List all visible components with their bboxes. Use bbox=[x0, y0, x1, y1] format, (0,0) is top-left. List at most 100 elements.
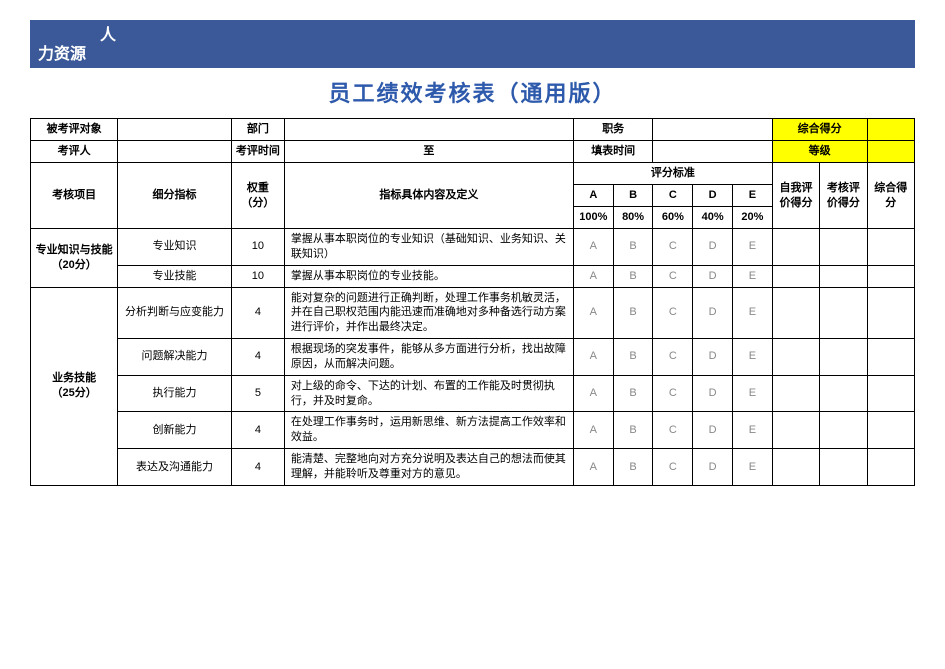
hdr-desc: 指标具体内容及定义 bbox=[284, 163, 573, 229]
grade-cell-d[interactable]: D bbox=[693, 339, 733, 376]
hdr-pct-a: 100% bbox=[573, 207, 613, 229]
grade-cell-c[interactable]: C bbox=[653, 412, 693, 449]
value-grade[interactable] bbox=[867, 141, 914, 163]
xf-cell: 分析判断与应变能力 bbox=[118, 287, 232, 339]
hdr-grade-e: E bbox=[733, 185, 773, 207]
grade-cell-d[interactable]: D bbox=[693, 375, 733, 412]
label-zh-score: 综合得分 bbox=[772, 119, 867, 141]
hdr-grade-a: A bbox=[573, 185, 613, 207]
hdr-grade-d: D bbox=[693, 185, 733, 207]
xf-cell: 创新能力 bbox=[118, 412, 232, 449]
desc-cell: 根据现场的突发事件，能够从多方面进行分析，找出故障原因，从而解决问题。 bbox=[284, 339, 573, 376]
ks-score-cell[interactable] bbox=[820, 229, 867, 266]
hdr-pct-c: 60% bbox=[653, 207, 693, 229]
zh-score-cell[interactable] bbox=[867, 229, 914, 266]
self-score-cell[interactable] bbox=[772, 339, 819, 376]
section-label: 业务技能 （25分） bbox=[31, 287, 118, 485]
value-target[interactable] bbox=[118, 119, 232, 141]
hdr-pct-b: 80% bbox=[613, 207, 653, 229]
grade-cell-b[interactable]: B bbox=[613, 339, 653, 376]
self-score-cell[interactable] bbox=[772, 287, 819, 339]
value-dept[interactable] bbox=[284, 119, 573, 141]
hdr-xf: 细分指标 bbox=[118, 163, 232, 229]
hdr-pct-e: 20% bbox=[733, 207, 773, 229]
grade-cell-b[interactable]: B bbox=[613, 287, 653, 339]
self-score-cell[interactable] bbox=[772, 265, 819, 287]
table-row: 专业知识与技能 （20分） 专业知识 10 掌握从事本职岗位的专业知识（基础知识… bbox=[31, 229, 915, 266]
grade-cell-b[interactable]: B bbox=[613, 375, 653, 412]
grade-cell-e[interactable]: E bbox=[733, 449, 773, 486]
ks-score-cell[interactable] bbox=[820, 265, 867, 287]
grade-cell-c[interactable]: C bbox=[653, 375, 693, 412]
label-reviewer: 考评人 bbox=[31, 141, 118, 163]
grade-cell-e[interactable]: E bbox=[733, 265, 773, 287]
zh-score-cell[interactable] bbox=[867, 375, 914, 412]
hdr-weight: 权重（分） bbox=[231, 163, 284, 229]
grade-cell-a[interactable]: A bbox=[573, 265, 613, 287]
grade-cell-e[interactable]: E bbox=[733, 339, 773, 376]
hdr-std: 评分标准 bbox=[573, 163, 772, 185]
ks-score-cell[interactable] bbox=[820, 412, 867, 449]
grade-cell-c[interactable]: C bbox=[653, 339, 693, 376]
grade-cell-a[interactable]: A bbox=[573, 375, 613, 412]
desc-cell: 掌握从事本职岗位的专业技能。 bbox=[284, 265, 573, 287]
desc-cell: 掌握从事本职岗位的专业知识（基础知识、业务知识、关联知识） bbox=[284, 229, 573, 266]
page-banner: 人 力资源 bbox=[30, 20, 915, 68]
grade-cell-e[interactable]: E bbox=[733, 287, 773, 339]
value-zh-score[interactable] bbox=[867, 119, 914, 141]
grade-cell-a[interactable]: A bbox=[573, 449, 613, 486]
value-fill-time[interactable] bbox=[653, 141, 772, 163]
zh-score-cell[interactable] bbox=[867, 449, 914, 486]
ks-score-cell[interactable] bbox=[820, 339, 867, 376]
page-title: 员工绩效考核表（通用版） bbox=[30, 76, 915, 108]
grade-cell-b[interactable]: B bbox=[613, 229, 653, 266]
grade-cell-a[interactable]: A bbox=[573, 287, 613, 339]
section-name: 专业知识与技能 bbox=[36, 244, 113, 256]
grade-cell-b[interactable]: B bbox=[613, 449, 653, 486]
table-row: 专业技能 10 掌握从事本职岗位的专业技能。 A B C D E bbox=[31, 265, 915, 287]
ks-score-cell[interactable] bbox=[820, 375, 867, 412]
section-score: （20分） bbox=[51, 259, 96, 271]
grade-cell-c[interactable]: C bbox=[653, 229, 693, 266]
section-score: （25分） bbox=[51, 387, 96, 399]
section-name: 业务技能 bbox=[52, 372, 96, 384]
zh-score-cell[interactable] bbox=[867, 339, 914, 376]
table-row: 业务技能 （25分） 分析判断与应变能力 4 能对复杂的问题进行正确判断，处理工… bbox=[31, 287, 915, 339]
table-row: 创新能力 4 在处理工作事务时，运用新思维、新方法提高工作效率和效益。 A B … bbox=[31, 412, 915, 449]
zh-score-cell[interactable] bbox=[867, 265, 914, 287]
zh-score-cell[interactable] bbox=[867, 287, 914, 339]
ks-score-cell[interactable] bbox=[820, 449, 867, 486]
xf-cell: 问题解决能力 bbox=[118, 339, 232, 376]
table-row: 问题解决能力 4 根据现场的突发事件，能够从多方面进行分析，找出故障原因，从而解… bbox=[31, 339, 915, 376]
banner-line-1: 人 bbox=[38, 26, 907, 45]
zh-score-cell[interactable] bbox=[867, 412, 914, 449]
label-grade: 等级 bbox=[772, 141, 867, 163]
grade-cell-e[interactable]: E bbox=[733, 412, 773, 449]
grade-cell-e[interactable]: E bbox=[733, 229, 773, 266]
grade-cell-a[interactable]: A bbox=[573, 412, 613, 449]
grade-cell-a[interactable]: A bbox=[573, 229, 613, 266]
grade-cell-d[interactable]: D bbox=[693, 412, 733, 449]
hdr-zh: 综合得分 bbox=[867, 163, 914, 229]
desc-cell: 对上级的命令、下达的计划、布置的工作能及时贯彻执行，并及时复命。 bbox=[284, 375, 573, 412]
grade-cell-e[interactable]: E bbox=[733, 375, 773, 412]
self-score-cell[interactable] bbox=[772, 449, 819, 486]
grade-cell-a[interactable]: A bbox=[573, 339, 613, 376]
self-score-cell[interactable] bbox=[772, 375, 819, 412]
grade-cell-d[interactable]: D bbox=[693, 265, 733, 287]
grade-cell-b[interactable]: B bbox=[613, 412, 653, 449]
grade-cell-d[interactable]: D bbox=[693, 449, 733, 486]
grade-cell-c[interactable]: C bbox=[653, 449, 693, 486]
grade-cell-d[interactable]: D bbox=[693, 287, 733, 339]
wt-cell: 4 bbox=[231, 449, 284, 486]
value-reviewer[interactable] bbox=[118, 141, 232, 163]
grade-cell-d[interactable]: D bbox=[693, 229, 733, 266]
grade-cell-b[interactable]: B bbox=[613, 265, 653, 287]
self-score-cell[interactable] bbox=[772, 412, 819, 449]
self-score-cell[interactable] bbox=[772, 229, 819, 266]
ks-score-cell[interactable] bbox=[820, 287, 867, 339]
grade-cell-c[interactable]: C bbox=[653, 287, 693, 339]
grade-cell-c[interactable]: C bbox=[653, 265, 693, 287]
meta-row-2: 考评人 考评时间 至 填表时间 等级 bbox=[31, 141, 915, 163]
value-post[interactable] bbox=[653, 119, 772, 141]
